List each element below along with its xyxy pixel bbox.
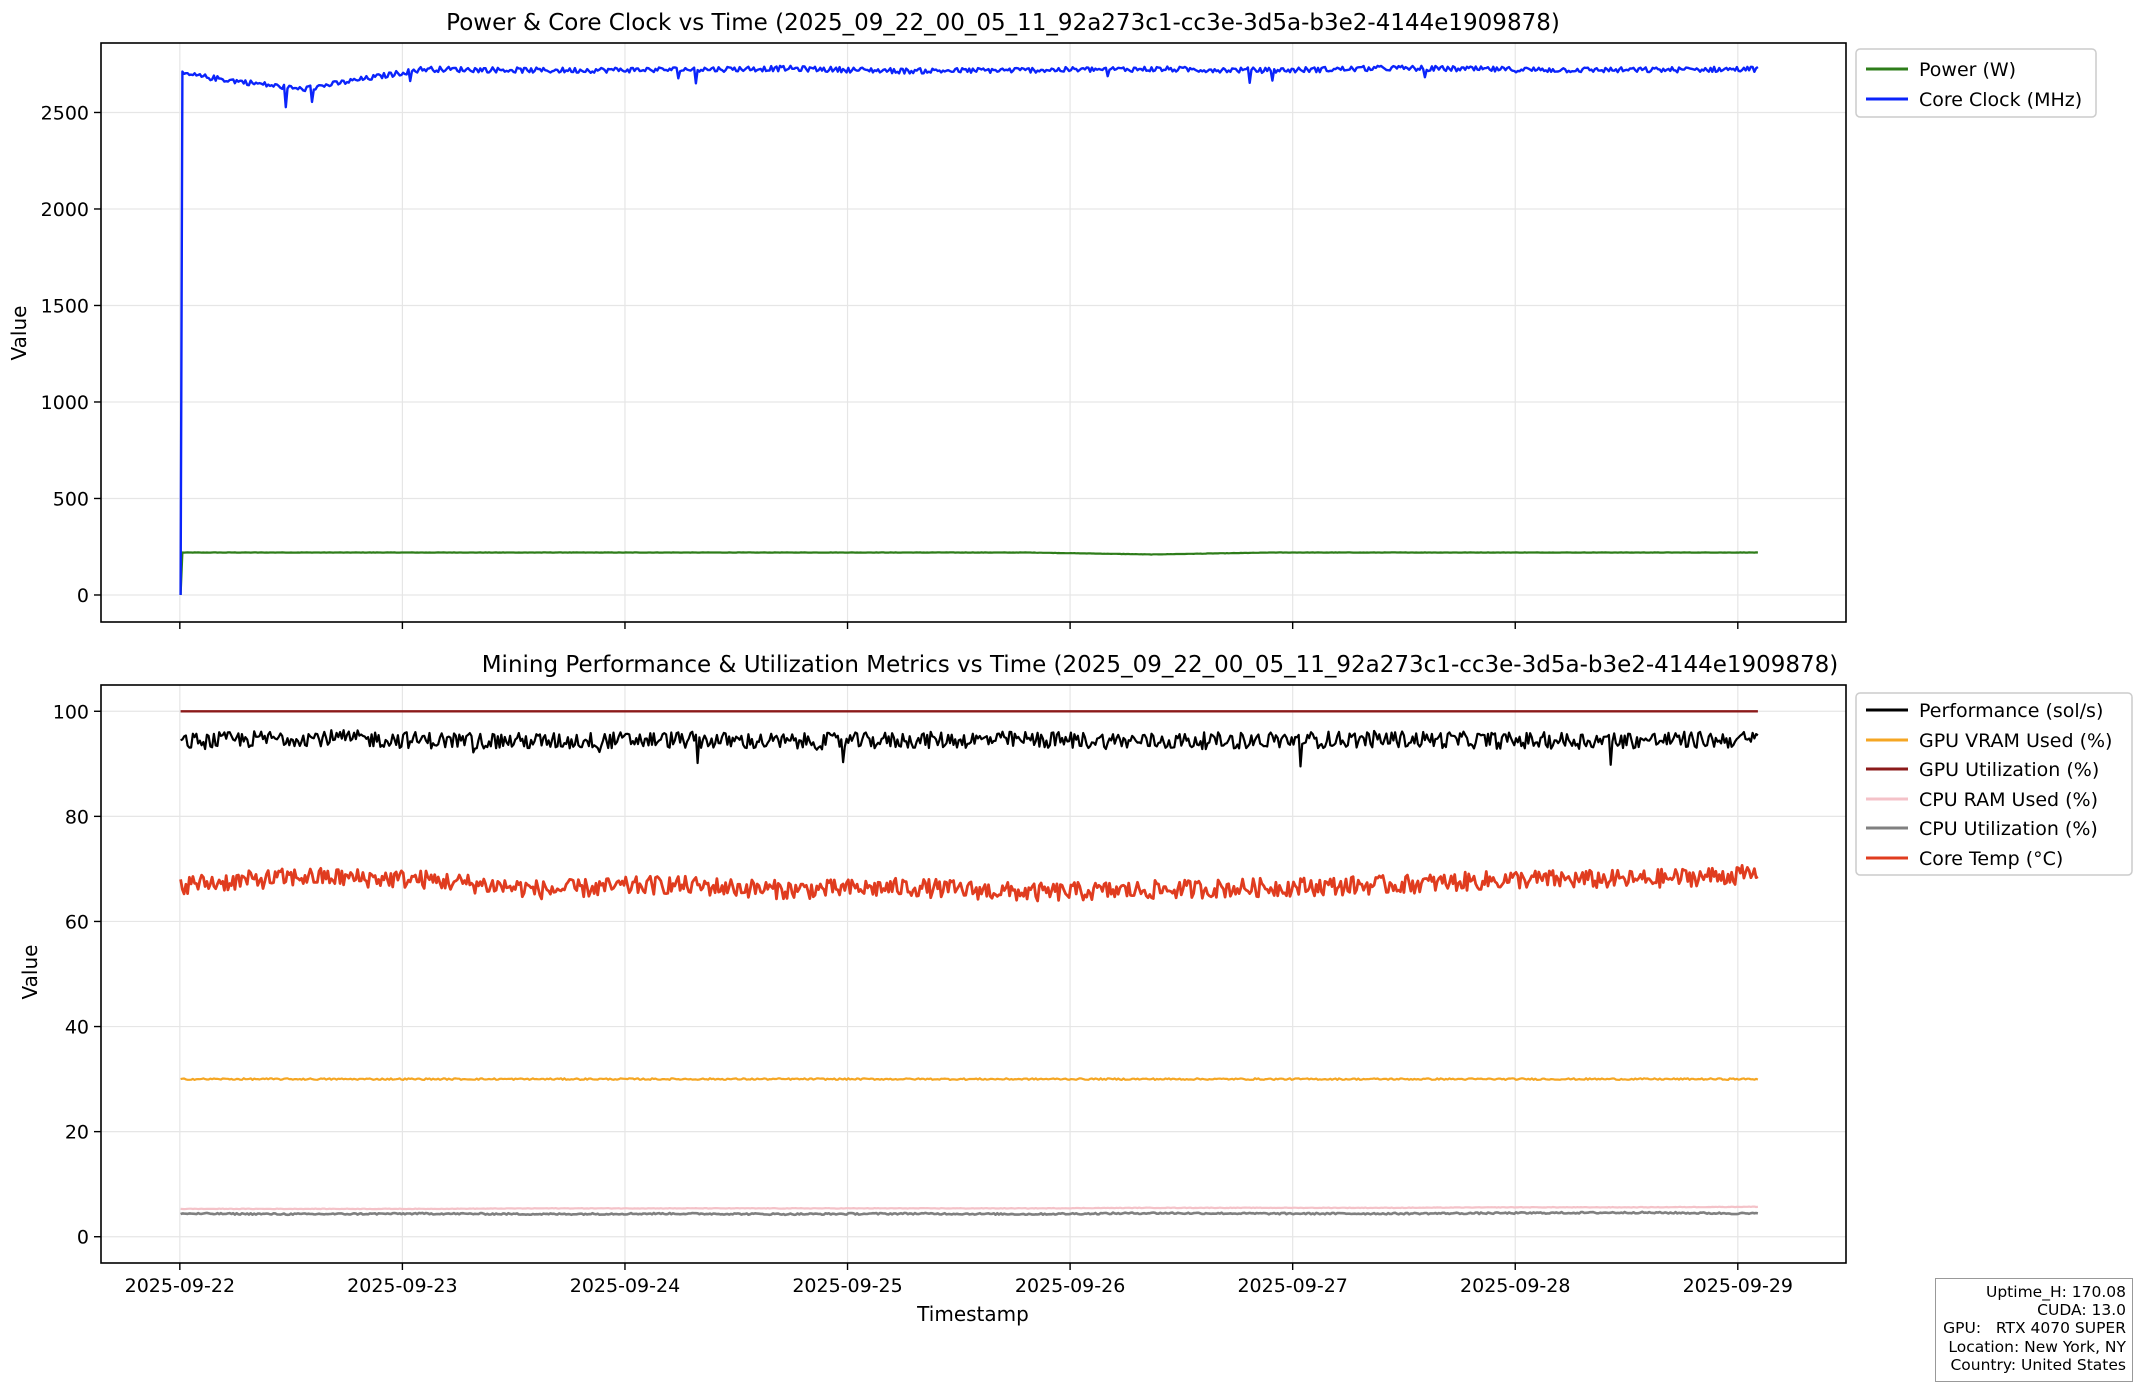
x-tick-label: 2025-09-25: [792, 1275, 902, 1297]
y-tick-label: 1000: [41, 392, 89, 414]
x-tick-label: 2025-09-26: [1015, 1275, 1125, 1297]
series-group: [179, 710, 1759, 1217]
uptime-text: Uptime_H: 170.08: [1986, 1283, 2126, 1301]
ticks: 2025-09-22 2025-09-23 2025-09-24 2025-09-25…: [53, 701, 1793, 1297]
legend: Power (W) Core Clock (MHz): [1855, 48, 2097, 118]
x-axis-label: Timestamp: [916, 1302, 1029, 1326]
cuda-text: CUDA: 13.0: [2037, 1301, 2126, 1320]
chart-title: Mining Performance & Utilization Metrics…: [482, 652, 1839, 678]
legend-label-cpu-utilization: CPU Utilization (%): [1919, 818, 2098, 840]
y-tick-label: 40: [65, 1017, 89, 1039]
x-tick-label: 2025-09-22: [125, 1275, 235, 1297]
legend-label-cpu-ram: CPU RAM Used (%): [1919, 789, 2098, 811]
x-tick-label: 2025-09-24: [570, 1275, 680, 1297]
series-line-core-temp-c: [179, 864, 1759, 903]
x-tick-label: 2025-09-23: [347, 1275, 457, 1297]
grid: [101, 43, 1846, 622]
x-tick-label: 2025-09-27: [1237, 1275, 1347, 1297]
legend-frame: [1855, 692, 2133, 876]
y-tick-label: 100: [53, 701, 89, 723]
legend-label-core-clock: Core Clock (MHz): [1919, 89, 2082, 111]
series-line-performance-sol-s: [180, 729, 1759, 768]
y-tick-label: 80: [65, 806, 89, 828]
country-text: Country: United States: [1950, 1355, 2126, 1374]
x-tick-label: 2025-09-28: [1460, 1275, 1570, 1297]
y-tick-label: 500: [53, 488, 89, 510]
series-line-cpu-ram-used: [180, 1205, 1758, 1211]
series-line-cpu-utilization: [180, 1210, 1759, 1217]
y-tick-label: 0: [77, 1227, 89, 1249]
x-tick-label: 2025-09-29: [1683, 1275, 1793, 1297]
grid: [101, 685, 1846, 1263]
legend-label-performance: Performance (sol/s): [1919, 700, 2103, 722]
y-tick-label: 2000: [41, 199, 89, 221]
y-tick-label: 60: [65, 911, 89, 933]
legend-label-gpu-vram: GPU VRAM Used (%): [1919, 730, 2112, 752]
series-group: [179, 64, 1759, 596]
legend-frame: [1855, 48, 2097, 118]
series-line-power-w: [179, 551, 1758, 596]
y-axis-label: Value: [18, 945, 42, 1000]
y-tick-label: 2500: [41, 102, 89, 124]
legend-label-power: Power (W): [1919, 59, 2016, 81]
legend-label-core-temp: Core Temp (°C): [1919, 848, 2063, 870]
y-tick-label: 0: [77, 585, 89, 607]
y-tick-label: 20: [65, 1122, 89, 1144]
power-clock-chart: Power & Core Clock vs Time (2025_09_22_0…: [7, 10, 2097, 629]
legend-label-gpu-utilization: GPU Utilization (%): [1919, 759, 2099, 781]
gpu-text: GPU: RTX 4070 SUPER: [1943, 1319, 2126, 1338]
mining-metrics-chart: Mining Performance & Utilization Metrics…: [18, 652, 2133, 1326]
chart-title: Power & Core Clock vs Time (2025_09_22_0…: [446, 10, 1560, 36]
location-text: Location: New York, NY: [1948, 1337, 2126, 1356]
ticks: 0 500 1000 1500 2000 2500: [41, 102, 1739, 629]
y-axis-label: Value: [7, 306, 31, 361]
series-line-core-clock-mhz: [179, 64, 1759, 596]
plot-frame: [100, 42, 1847, 623]
legend: Performance (sol/s) GPU VRAM Used (%) GP…: [1855, 692, 2133, 876]
plot-frame: [100, 684, 1847, 1264]
y-tick-label: 1500: [41, 295, 89, 317]
series-line-gpu-vram-used: [180, 1077, 1759, 1081]
system-info-box: Uptime_H: 170.08 CUDA: 13.0 GPU: RTX 407…: [1935, 1278, 2133, 1382]
